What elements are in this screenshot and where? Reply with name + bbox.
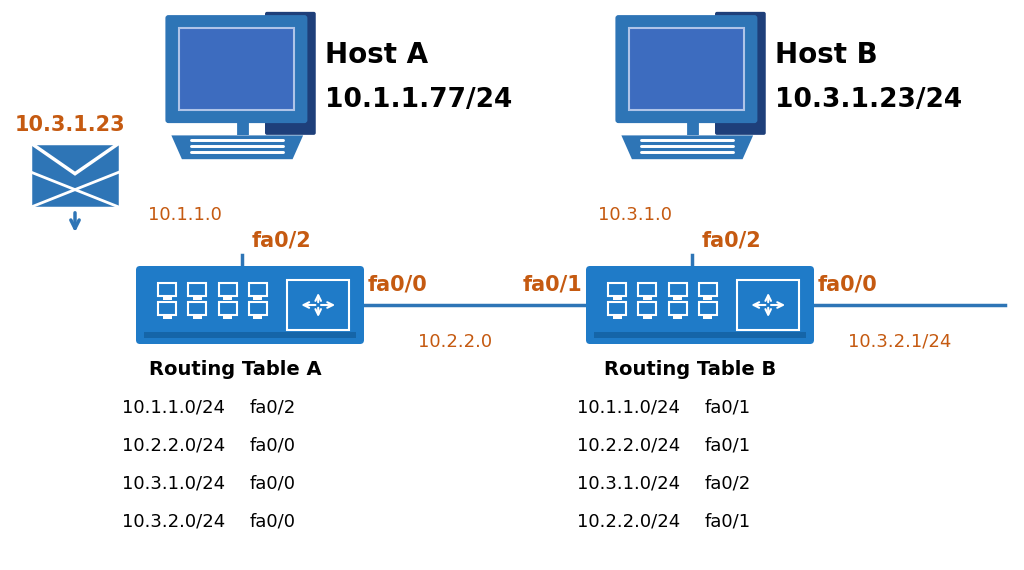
FancyBboxPatch shape	[30, 142, 120, 207]
Text: fa0/0: fa0/0	[818, 275, 878, 295]
FancyBboxPatch shape	[273, 36, 307, 41]
Text: 10.1.1.77/24: 10.1.1.77/24	[325, 87, 512, 113]
Text: fa0/1: fa0/1	[705, 436, 752, 454]
Text: 10.3.1.23/24: 10.3.1.23/24	[775, 87, 963, 113]
Text: fa0/0: fa0/0	[368, 275, 428, 295]
FancyBboxPatch shape	[612, 296, 622, 300]
Text: fa0/2: fa0/2	[252, 230, 311, 250]
FancyBboxPatch shape	[193, 315, 202, 319]
FancyBboxPatch shape	[724, 24, 757, 29]
Text: fa0/2: fa0/2	[250, 398, 296, 416]
FancyBboxPatch shape	[715, 12, 766, 135]
FancyBboxPatch shape	[612, 315, 622, 319]
FancyBboxPatch shape	[703, 315, 713, 319]
FancyBboxPatch shape	[193, 296, 202, 300]
FancyBboxPatch shape	[223, 296, 232, 300]
Text: 10.3.2.1/24: 10.3.2.1/24	[848, 333, 951, 351]
Text: Routing Table A: Routing Table A	[148, 360, 322, 379]
FancyBboxPatch shape	[724, 36, 757, 41]
FancyBboxPatch shape	[253, 315, 262, 319]
FancyBboxPatch shape	[265, 12, 315, 135]
FancyBboxPatch shape	[586, 266, 814, 344]
Text: Host A: Host A	[325, 41, 428, 69]
Text: 10.3.1.23: 10.3.1.23	[14, 115, 125, 135]
FancyBboxPatch shape	[253, 296, 262, 300]
Text: fa0/0: fa0/0	[250, 474, 296, 492]
Text: fa0/1: fa0/1	[522, 275, 582, 295]
FancyBboxPatch shape	[163, 315, 172, 319]
Polygon shape	[171, 136, 303, 159]
FancyBboxPatch shape	[136, 266, 364, 344]
Text: 10.2.2.0/24: 10.2.2.0/24	[122, 436, 225, 454]
FancyBboxPatch shape	[673, 296, 682, 300]
FancyBboxPatch shape	[643, 315, 651, 319]
FancyBboxPatch shape	[643, 296, 651, 300]
Text: 10.2.2.0/24: 10.2.2.0/24	[577, 512, 680, 530]
Polygon shape	[622, 136, 753, 159]
Text: 10.3.2.0/24: 10.3.2.0/24	[122, 512, 225, 530]
Text: fa0/0: fa0/0	[250, 436, 296, 454]
FancyBboxPatch shape	[163, 296, 172, 300]
Text: 10.1.1.0/24: 10.1.1.0/24	[122, 398, 225, 416]
Text: fa0/0: fa0/0	[250, 512, 296, 530]
Text: Host B: Host B	[775, 41, 878, 69]
Text: 10.1.1.0/24: 10.1.1.0/24	[577, 398, 680, 416]
Text: fa0/1: fa0/1	[705, 398, 752, 416]
FancyBboxPatch shape	[594, 332, 806, 338]
Text: Routing Table B: Routing Table B	[604, 360, 776, 379]
FancyBboxPatch shape	[178, 28, 294, 110]
Text: fa0/1: fa0/1	[705, 512, 752, 530]
Text: 10.1.1.0: 10.1.1.0	[148, 206, 222, 224]
Text: fa0/2: fa0/2	[705, 474, 752, 492]
FancyBboxPatch shape	[629, 28, 744, 110]
FancyBboxPatch shape	[273, 24, 307, 29]
Text: 10.2.2.0: 10.2.2.0	[418, 333, 493, 351]
Text: 10.3.1.0/24: 10.3.1.0/24	[122, 474, 225, 492]
FancyBboxPatch shape	[166, 15, 307, 123]
FancyBboxPatch shape	[615, 15, 758, 123]
Text: 10.3.1.0: 10.3.1.0	[598, 206, 672, 224]
Text: 10.3.1.0/24: 10.3.1.0/24	[577, 474, 680, 492]
FancyBboxPatch shape	[703, 296, 713, 300]
FancyBboxPatch shape	[144, 332, 356, 338]
Text: fa0/2: fa0/2	[702, 230, 762, 250]
Text: 10.2.2.0/24: 10.2.2.0/24	[577, 436, 680, 454]
FancyBboxPatch shape	[223, 315, 232, 319]
FancyBboxPatch shape	[673, 315, 682, 319]
